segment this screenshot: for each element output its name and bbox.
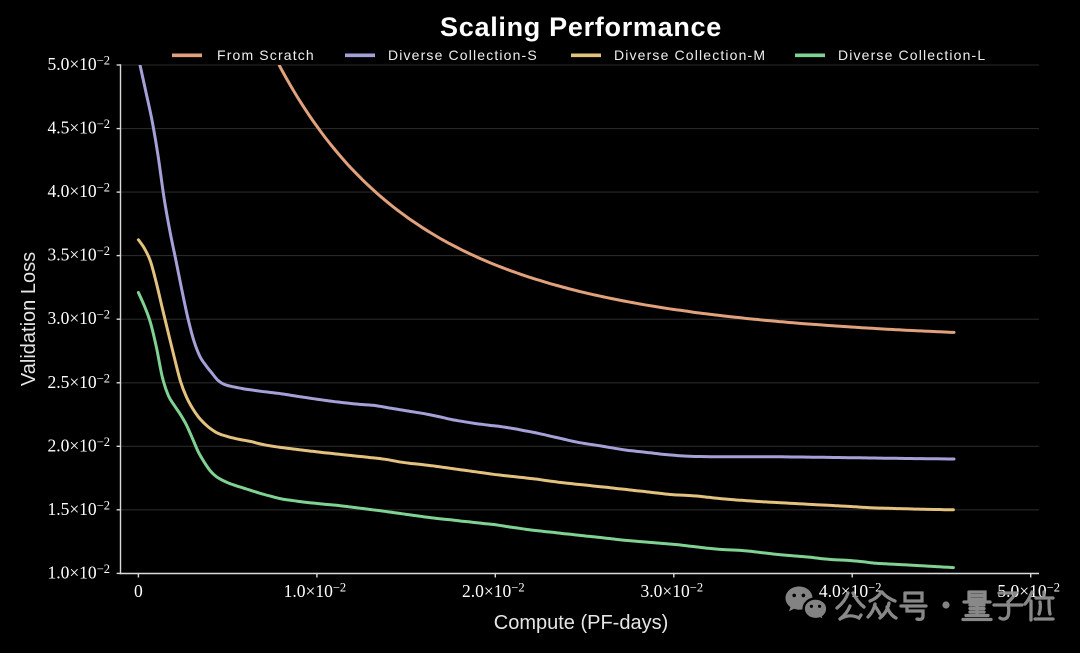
svg-text:1.0×10−2: 1.0×10−2 xyxy=(47,562,110,583)
svg-text:2.0×10−2: 2.0×10−2 xyxy=(47,435,110,456)
svg-text:5.0×10−2: 5.0×10−2 xyxy=(47,54,110,75)
svg-text:2.0×10−2: 2.0×10−2 xyxy=(462,581,525,602)
svg-text:4.0×10−2: 4.0×10−2 xyxy=(47,181,110,202)
svg-text:Validation Loss: Validation Loss xyxy=(18,252,40,386)
svg-text:2.5×10−2: 2.5×10−2 xyxy=(47,371,110,392)
svg-text:4.5×10−2: 4.5×10−2 xyxy=(47,117,110,138)
svg-text:3.0×10−2: 3.0×10−2 xyxy=(47,308,110,329)
svg-text:3.0×10−2: 3.0×10−2 xyxy=(641,581,704,602)
svg-text:From Scratch: From Scratch xyxy=(217,47,315,63)
svg-text:Diverse Collection-L: Diverse Collection-L xyxy=(838,47,986,63)
svg-text:Compute (PF-days): Compute (PF-days) xyxy=(494,612,669,634)
svg-text:0: 0 xyxy=(134,581,143,601)
svg-text:Diverse Collection-S: Diverse Collection-S xyxy=(388,47,538,63)
svg-text:1.5×10−2: 1.5×10−2 xyxy=(47,498,110,519)
svg-text:3.5×10−2: 3.5×10−2 xyxy=(47,244,110,265)
svg-text:1.0×10−2: 1.0×10−2 xyxy=(284,581,347,602)
svg-text:4.0×10−2: 4.0×10−2 xyxy=(819,581,882,602)
svg-text:Diverse Collection-M: Diverse Collection-M xyxy=(614,47,766,63)
svg-text:Scaling Performance: Scaling Performance xyxy=(440,12,722,42)
